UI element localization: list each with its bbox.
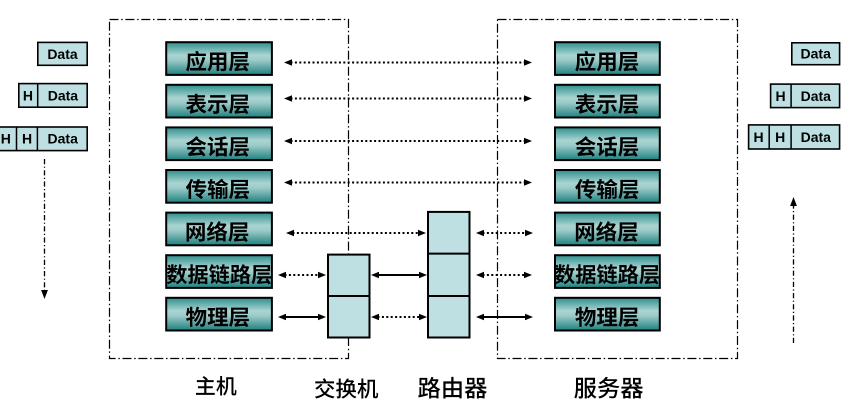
- svg-text:Data: Data: [47, 46, 78, 62]
- svg-text:Data: Data: [48, 131, 79, 147]
- svg-text:H: H: [1, 131, 11, 147]
- svg-text:H: H: [775, 88, 785, 104]
- svg-text:H: H: [22, 131, 32, 147]
- svg-text:H: H: [775, 129, 785, 145]
- svg-text:H: H: [23, 87, 33, 103]
- svg-text:Data: Data: [801, 46, 832, 62]
- svg-text:Data: Data: [801, 88, 832, 104]
- svg-text:H: H: [753, 129, 763, 145]
- svg-text:Data: Data: [48, 87, 79, 103]
- svg-text:Data: Data: [801, 129, 832, 145]
